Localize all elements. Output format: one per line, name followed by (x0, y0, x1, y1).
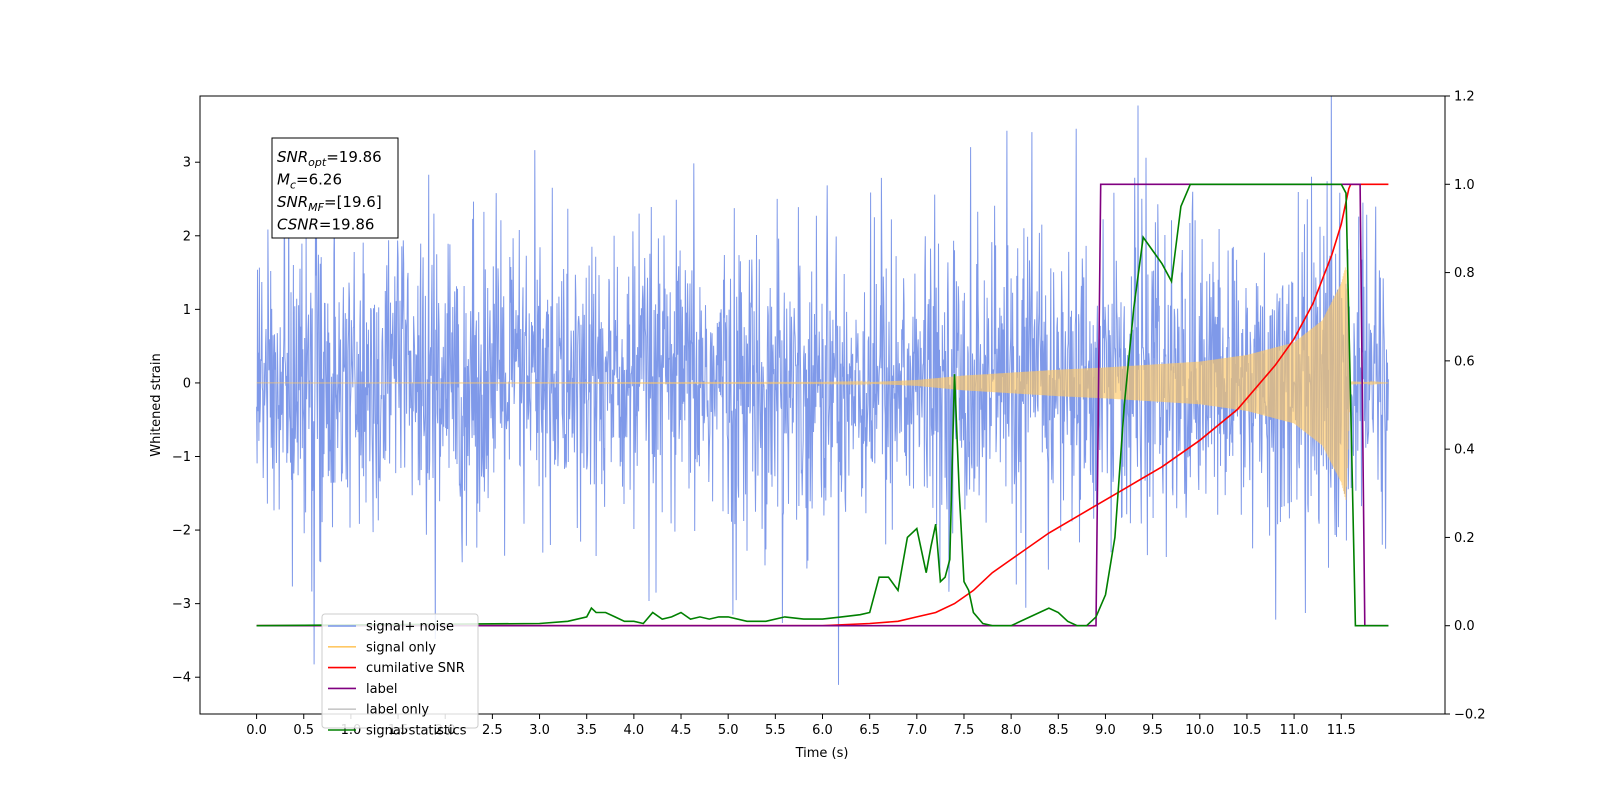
info-symbol: CSNR (277, 216, 319, 234)
x-axis-label: Time (s) (795, 746, 849, 761)
y-left-tick-label: 3 (183, 156, 191, 171)
info-value: =[19.6] (324, 193, 382, 211)
x-tick-label: 0.5 (293, 723, 314, 738)
info-symbol: M (277, 171, 290, 189)
info-value: =6.26 (296, 171, 342, 189)
y-right-tick-label: 0.8 (1454, 266, 1475, 281)
legend-label: label only (366, 703, 429, 718)
y-axis-label-left: Whitened strain (149, 353, 164, 456)
legend-frame (321, 613, 479, 729)
y-left-tick-label: −3 (172, 597, 191, 612)
x-tick-label: 7.5 (954, 723, 975, 738)
y-left-tick-label: −2 (172, 524, 191, 539)
y-left-tick-label: 1 (183, 303, 191, 318)
info-subscript: c (290, 179, 296, 192)
info-symbol: SNR (277, 148, 308, 166)
y-axis-left: 3 2 1 0 −1 −2 −3 −4 (172, 156, 200, 686)
x-tick-label: 10.5 (1232, 723, 1261, 738)
x-tick-label: 8.5 (1048, 723, 1069, 738)
x-tick-label: 8.0 (1001, 723, 1022, 738)
legend: signal+ noise signal only cumilative SNR la… (321, 613, 479, 739)
y-left-tick-label: −4 (172, 671, 191, 686)
y-right-tick-label: 0.2 (1454, 531, 1475, 546)
info-box: SNRopt=19.86Mc=6.26SNRMF=[19.6]CSNR=19.8… (271, 137, 399, 239)
x-tick-label: 11.5 (1327, 723, 1356, 738)
info-value: =19.86 (326, 148, 382, 166)
y-right-tick-label: 1.2 (1454, 90, 1475, 105)
y-left-tick-label: −1 (172, 450, 191, 465)
x-tick-label: 0.0 (246, 723, 267, 738)
y-right-tick-label: −0.2 (1454, 708, 1486, 723)
info-line: Mc=6.26 (277, 171, 342, 192)
x-tick-label: 11.0 (1280, 723, 1309, 738)
x-tick-label: 4.5 (671, 723, 692, 738)
x-tick-label: 4.0 (624, 723, 645, 738)
plot-area (256, 96, 1389, 685)
y-right-tick-label: 0.0 (1454, 619, 1475, 634)
info-subscript: MF (308, 201, 324, 214)
info-line: CSNR=19.86 (277, 216, 374, 234)
y-axis-right: 1.2 1.0 0.8 0.6 0.4 0.2 0.0 −0.2 (1445, 90, 1486, 723)
y-right-tick-label: 0.4 (1454, 443, 1475, 458)
y-left-tick-label: 2 (183, 229, 191, 244)
signal-only-line (256, 267, 1389, 500)
y-right-tick-label: 0.6 (1454, 354, 1475, 369)
x-tick-label: 7.0 (906, 723, 927, 738)
x-tick-label: 9.5 (1142, 723, 1163, 738)
x-tick-label: 2.5 (482, 723, 503, 738)
x-tick-label: 9.0 (1095, 723, 1116, 738)
info-symbol: SNR (277, 193, 308, 211)
x-tick-label: 3.0 (529, 723, 550, 738)
cumilative-snr-line (256, 183, 1389, 627)
legend-label: signal only (366, 640, 436, 655)
info-box-frame (271, 137, 399, 239)
x-tick-label: 6.5 (859, 723, 880, 738)
y-left-tick-label: 0 (183, 376, 191, 391)
signal-statistics-line (256, 183, 1389, 627)
legend-label: label (366, 682, 397, 697)
info-line: SNRMF=[19.6] (277, 193, 382, 214)
x-tick-label: 5.5 (765, 723, 786, 738)
x-tick-label: 10.0 (1185, 723, 1214, 738)
info-value: =19.86 (319, 216, 375, 234)
x-tick-label: 6.0 (812, 723, 833, 738)
y-right-tick-label: 1.0 (1454, 178, 1475, 193)
x-tick-label: 5.0 (718, 723, 739, 738)
legend-label: signal statistics (366, 724, 467, 739)
x-tick-label: 3.5 (576, 723, 597, 738)
legend-label: cumilative SNR (366, 661, 465, 676)
info-line: SNRopt=19.86 (277, 148, 382, 169)
data-layer (256, 96, 1389, 685)
info-subscript: opt (308, 156, 327, 169)
legend-label: signal+ noise (366, 620, 454, 635)
